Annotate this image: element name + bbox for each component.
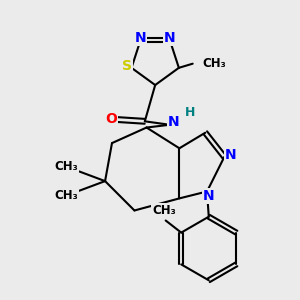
Text: N: N [225, 148, 236, 162]
Text: CH₃: CH₃ [202, 57, 226, 70]
Text: CH₃: CH₃ [152, 204, 176, 217]
Text: CH₃: CH₃ [55, 189, 78, 202]
Text: N: N [203, 189, 214, 202]
Text: N: N [168, 115, 180, 129]
Text: N: N [164, 31, 176, 45]
Text: N: N [135, 31, 146, 45]
Text: S: S [122, 59, 132, 73]
Text: H: H [185, 106, 196, 119]
Text: O: O [105, 112, 117, 126]
Text: CH₃: CH₃ [55, 160, 78, 173]
